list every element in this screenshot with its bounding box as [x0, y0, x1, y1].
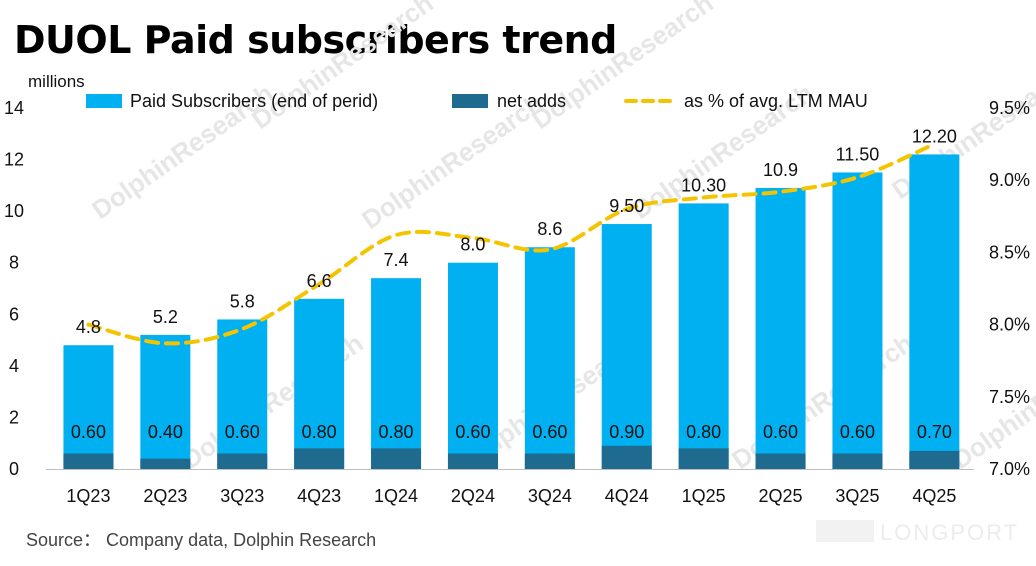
y-tick-10: 10	[4, 201, 24, 221]
y-tick-14: 14	[4, 98, 24, 118]
y2-tick-7.5%: 7.5%	[989, 387, 1030, 407]
paid-bar-4Q24	[601, 224, 652, 469]
x-tick-2Q23: 2Q23	[143, 486, 187, 506]
net-adds-bar-3Q23	[217, 453, 268, 469]
paid-bar-4Q23	[294, 298, 345, 469]
net-adds-value-label-2Q25: 0.60	[763, 422, 798, 442]
legend-swatch-paid-subscribers	[86, 94, 122, 108]
net-adds-value-label-1Q23: 0.60	[71, 422, 106, 442]
paid-bar-1Q25	[678, 203, 729, 469]
y-tick-8: 8	[9, 253, 19, 273]
x-tick-2Q25: 2Q25	[759, 486, 803, 506]
legend: Paid Subscribers (end of perid) net adds…	[86, 91, 868, 111]
legend-label-ltm-mau-ratio: as % of avg. LTM MAU	[684, 91, 868, 111]
paid-value-labels: 4.8 5.2 5.8 6.6 7.4 8.0 8.6 9.50 10.30 10.9 11.50 1…	[76, 126, 957, 337]
x-tick-3Q23: 3Q23	[220, 486, 264, 506]
legend-label-net-adds: net adds	[497, 91, 566, 111]
x-tick-4Q24: 4Q24	[605, 486, 649, 506]
net-adds-bar-3Q24	[524, 453, 575, 469]
paid-value-label-3Q24: 8.6	[537, 219, 562, 239]
chart-title: DUOL Paid subscribers trend	[14, 18, 617, 62]
net-adds-value-label-2Q23: 0.40	[148, 422, 183, 442]
x-tick-1Q23: 1Q23	[66, 486, 110, 506]
paid-bar-3Q23	[217, 319, 268, 469]
y2-tick-9.5%: 9.5%	[989, 98, 1030, 118]
paid-value-label-1Q23: 4.8	[76, 317, 101, 337]
x-tick-2Q24: 2Q24	[451, 486, 495, 506]
source-note: Source： Company data, Dolphin Research	[26, 530, 376, 550]
y-axis-right-ticks: 7.0% 7.5% 8.0% 8.5% 9.0% 9.5%	[989, 98, 1030, 479]
y-tick-0: 0	[9, 459, 19, 479]
y-axis-left-ticks: 0 2 4 6 8 10 12 14	[4, 98, 24, 479]
longport-watermark: LONGPORT	[816, 520, 1019, 545]
net-adds-value-label-1Q25: 0.80	[686, 422, 721, 442]
legend-label-paid-subscribers: Paid Subscribers (end of perid)	[130, 91, 378, 111]
longport-watermark-text: LONGPORT	[880, 520, 1019, 545]
net-adds-value-label-1Q24: 0.80	[379, 422, 414, 442]
y2-tick-8.0%: 8.0%	[989, 315, 1030, 335]
x-tick-4Q25: 4Q25	[912, 486, 956, 506]
net-adds-value-label-4Q23: 0.80	[302, 422, 337, 442]
paid-bar-4Q25	[909, 154, 960, 469]
legend-swatch-net-adds	[452, 94, 488, 108]
net-adds-bar-4Q24	[601, 445, 652, 469]
net-adds-bar-1Q25	[678, 448, 729, 469]
paid-value-label-1Q25: 10.30	[681, 175, 726, 195]
x-tick-1Q25: 1Q25	[682, 486, 726, 506]
net-adds-value-label-4Q24: 0.90	[609, 422, 644, 442]
y-tick-2: 2	[9, 407, 19, 427]
x-axis-ticks: 1Q23 2Q23 3Q23 4Q23 1Q24 2Q24 3Q24 4Q24 1Q25 2Q25…	[66, 486, 956, 506]
paid-bar-1Q23	[63, 345, 114, 469]
net-adds-bar-1Q23	[63, 453, 114, 469]
watermark-text-6: DolphinResearch	[726, 328, 918, 475]
net-adds-value-labels: 0.60 0.40 0.60 0.80 0.80 0.60 0.60 0.90 0.80 0.60…	[71, 422, 952, 442]
y2-tick-8.5%: 8.5%	[989, 242, 1030, 262]
net-adds-bar-3Q25	[832, 453, 883, 469]
net-adds-value-label-2Q24: 0.60	[455, 422, 490, 442]
watermark-text-8: DolphinResearch	[246, 0, 438, 135]
watermark-text-9: DolphinResearch	[526, 0, 718, 135]
paid-bar-2Q24	[447, 262, 498, 469]
paid-value-label-4Q24: 9.50	[609, 196, 644, 216]
net-adds-bar-4Q23	[294, 448, 345, 469]
paid-value-label-2Q23: 5.2	[153, 307, 178, 327]
x-tick-1Q24: 1Q24	[374, 486, 418, 506]
paid-value-label-1Q24: 7.4	[384, 250, 409, 270]
paid-value-label-4Q23: 6.6	[307, 271, 332, 291]
y2-tick-7.0%: 7.0%	[989, 459, 1030, 479]
net-adds-value-label-3Q25: 0.60	[840, 422, 875, 442]
paid-value-label-2Q24: 8.0	[460, 235, 485, 255]
y-axis-unit-label: millions	[28, 72, 85, 91]
ltm-mau-ratio-line	[86, 142, 937, 346]
paid-value-label-3Q23: 5.8	[230, 291, 255, 311]
y-tick-12: 12	[4, 150, 24, 170]
x-tick-4Q23: 4Q23	[297, 486, 341, 506]
paid-subscriber-bars	[63, 154, 960, 469]
paid-value-label-4Q25: 12.20	[912, 126, 957, 146]
net-adds-bar-1Q24	[371, 448, 422, 469]
paid-value-label-2Q25: 10.9	[763, 160, 798, 180]
paid-bar-2Q25	[755, 187, 806, 469]
net-adds-value-label-4Q25: 0.70	[917, 422, 952, 442]
paid-value-label-3Q25: 11.50	[836, 144, 880, 164]
y-tick-6: 6	[9, 304, 19, 324]
net-adds-value-label-3Q24: 0.60	[532, 422, 567, 442]
y2-tick-9.0%: 9.0%	[989, 170, 1030, 190]
net-adds-bars	[63, 445, 960, 469]
paid-bar-1Q24	[371, 278, 422, 469]
paid-bar-2Q23	[140, 334, 191, 469]
paid-bar-3Q24	[524, 247, 575, 469]
y-tick-4: 4	[9, 356, 19, 376]
net-adds-bar-4Q25	[909, 450, 960, 469]
net-adds-bar-2Q24	[447, 453, 498, 469]
x-tick-3Q25: 3Q25	[835, 486, 879, 506]
paid-bar-3Q25	[832, 172, 883, 469]
net-adds-value-label-3Q23: 0.60	[225, 422, 260, 442]
net-adds-bar-2Q23	[140, 458, 191, 469]
net-adds-bar-2Q25	[755, 453, 806, 469]
x-tick-3Q24: 3Q24	[528, 486, 572, 506]
